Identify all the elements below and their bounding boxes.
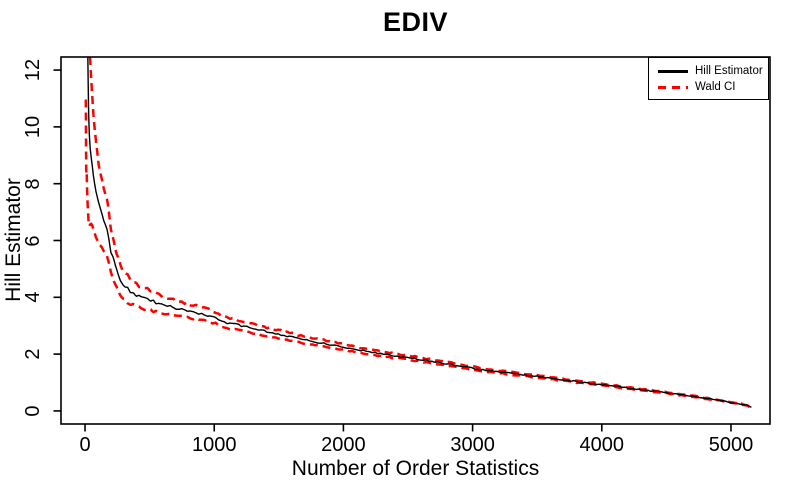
wald-ci-lower-line — [84, 99, 752, 410]
legend-entry-hill: Hill Estimator — [658, 63, 768, 79]
solid-line-icon — [658, 69, 688, 73]
plot-curves — [84, 57, 752, 410]
x-tick-label: 1000 — [191, 434, 237, 456]
legend-box: Hill Estimator Wald CI — [648, 57, 769, 100]
x-tick-label: 5000 — [708, 434, 754, 456]
x-axis-title: Number of Order Statistics — [291, 457, 540, 480]
y-tick-label: 4 — [22, 291, 44, 303]
x-tick-label: 0 — [79, 434, 91, 456]
chart-title: EDIV — [382, 7, 449, 37]
y-tick-label: 8 — [22, 178, 44, 190]
x-tick-label: 3000 — [450, 434, 495, 456]
plot-border — [60, 56, 771, 425]
y-tick-label: 6 — [22, 234, 44, 247]
x-tick-label: 2000 — [321, 434, 366, 456]
legend-label-wald: Wald CI — [695, 81, 736, 93]
y-tick-label: 10 — [22, 115, 44, 138]
dashed-line-icon — [658, 85, 688, 89]
hill-estimator-line — [87, 57, 752, 408]
y-axis-title: Hill Estimator — [2, 178, 25, 302]
y-tick-label: 2 — [22, 348, 44, 360]
legend-entry-wald: Wald CI — [658, 79, 768, 95]
y-tick-label: 12 — [22, 58, 44, 82]
y-tick-label: 0 — [22, 405, 44, 417]
legend-label-hill: Hill Estimator — [695, 65, 763, 77]
x-tick-label: 4000 — [579, 434, 625, 456]
